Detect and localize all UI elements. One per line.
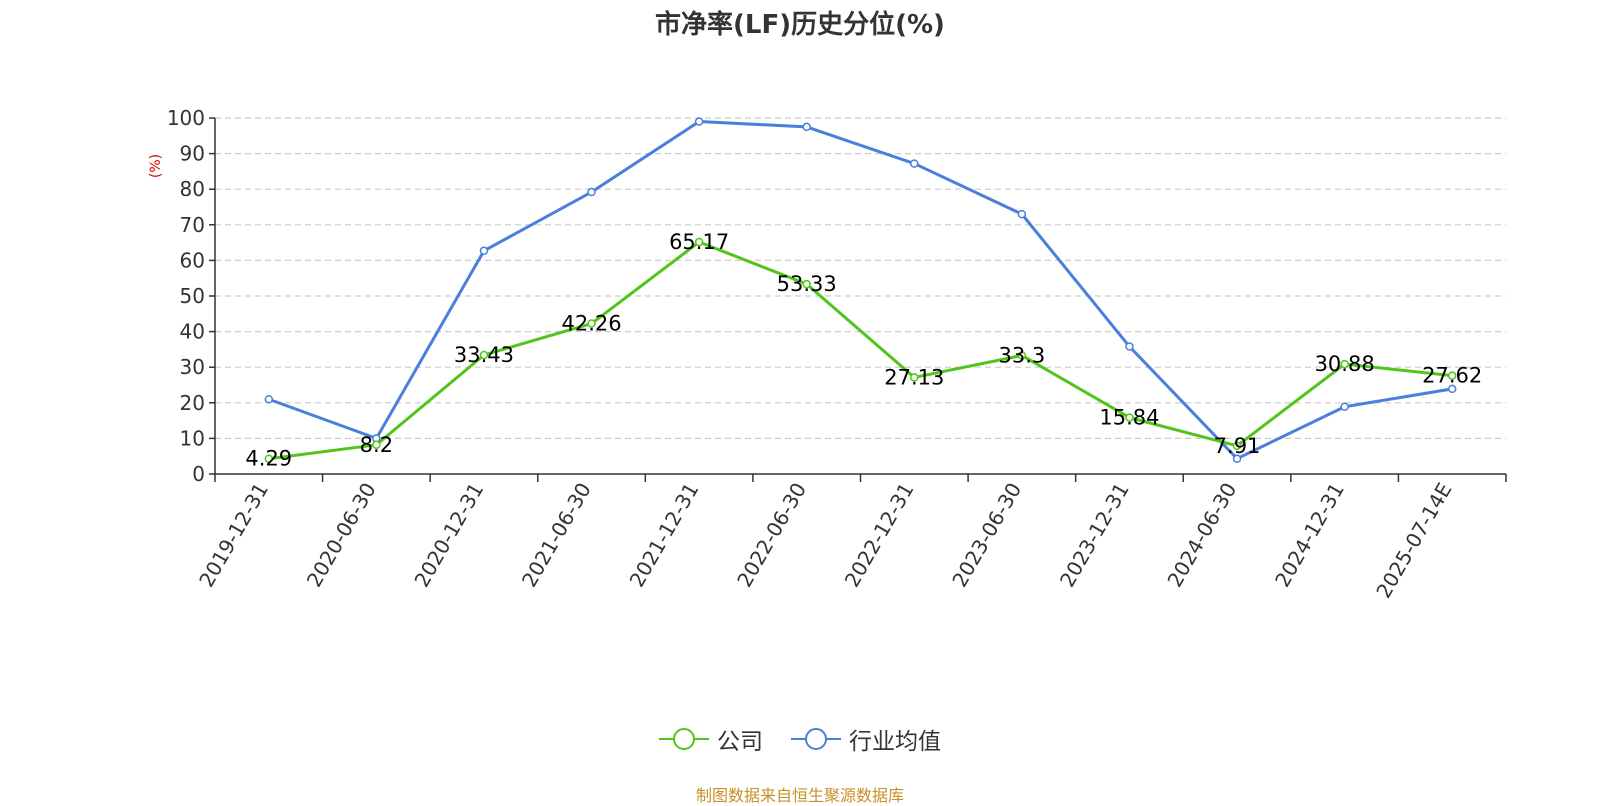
legend-item-company[interactable]: 公司 <box>659 722 763 756</box>
data-point <box>1340 402 1349 411</box>
data-point <box>1340 359 1349 369</box>
data-point <box>802 279 811 289</box>
data-point <box>264 454 274 463</box>
data-point <box>372 440 381 450</box>
data-point <box>479 350 489 360</box>
y-tick-label: 40 <box>180 320 205 344</box>
data-point <box>1447 384 1457 394</box>
x-tick-label: 2023-06-30 <box>947 479 1026 592</box>
x-tick-label: 2020-12-31 <box>409 479 488 592</box>
data-point <box>479 246 489 256</box>
x-tick-label: 2021-06-30 <box>517 479 596 592</box>
data-point <box>1125 342 1134 351</box>
legend: 公司 行业均值 <box>0 722 1600 756</box>
data-point <box>1017 351 1027 360</box>
source-note: 制图数据来自恒生聚源数据库 <box>695 786 904 805</box>
y-tick-label: 20 <box>180 391 205 415</box>
y-tick-label: 10 <box>180 426 205 450</box>
data-point <box>694 237 704 247</box>
data-point <box>264 394 274 404</box>
data-point <box>910 159 919 168</box>
legend-company-label: 公司 <box>717 729 763 755</box>
data-label: 53.33 <box>777 272 837 296</box>
y-tick-label: 70 <box>180 213 205 237</box>
data-label: 42.26 <box>561 312 621 336</box>
x-tick-label: 2023-12-31 <box>1055 479 1134 592</box>
y-tick-label: 0 <box>192 462 205 486</box>
data-label: 4.29 <box>245 447 292 471</box>
data-label: 15.84 <box>1099 406 1159 430</box>
x-tick-label: 2025-07-14E <box>1371 479 1456 603</box>
x-tick-label: 2024-06-30 <box>1162 479 1241 592</box>
data-label: 7.91 <box>1214 434 1261 458</box>
data-label: 30.88 <box>1315 352 1375 376</box>
y-tick-label: 30 <box>180 355 205 379</box>
legend-company-swatch-icon <box>659 728 709 750</box>
series-line <box>268 120 1453 461</box>
legend-industry-swatch-icon <box>791 728 841 750</box>
x-tick-label: 2021-12-31 <box>625 479 704 592</box>
y-tick-label: 80 <box>180 177 205 201</box>
legend-industry-label: 行业均值 <box>849 729 941 755</box>
data-point <box>802 122 811 132</box>
y-tick-label: 90 <box>180 142 205 166</box>
data-label: 27.13 <box>884 365 944 389</box>
data-point <box>1447 371 1457 380</box>
data-point <box>1017 209 1027 219</box>
data-point <box>1232 441 1242 451</box>
data-point <box>587 319 596 328</box>
data-point <box>1125 413 1134 422</box>
data-label: 27.62 <box>1422 364 1482 388</box>
y-tick-label: 100 <box>167 106 205 130</box>
data-point <box>694 117 704 126</box>
x-tick-label: 2024-12-31 <box>1270 479 1349 592</box>
data-label: 33.3 <box>998 343 1045 367</box>
data-label: 33.43 <box>454 343 514 367</box>
data-point <box>910 373 919 382</box>
x-tick-label: 2022-06-30 <box>732 479 811 592</box>
chart-title: 市净率(LF)历史分位(%) <box>655 10 945 40</box>
x-tick-label: 2020-06-30 <box>302 479 381 592</box>
data-label: 8.2 <box>360 433 393 457</box>
series-line <box>268 240 1453 461</box>
x-tick-label: 2022-12-31 <box>840 479 919 592</box>
data-point <box>587 187 596 197</box>
y-tick-label: 50 <box>180 284 205 308</box>
x-tick-label: 2019-12-31 <box>194 479 273 592</box>
data-point <box>1232 454 1242 463</box>
y-tick-label: 60 <box>180 248 205 272</box>
data-label: 65.17 <box>669 230 729 254</box>
legend-item-industry-avg[interactable]: 行业均值 <box>791 722 941 756</box>
